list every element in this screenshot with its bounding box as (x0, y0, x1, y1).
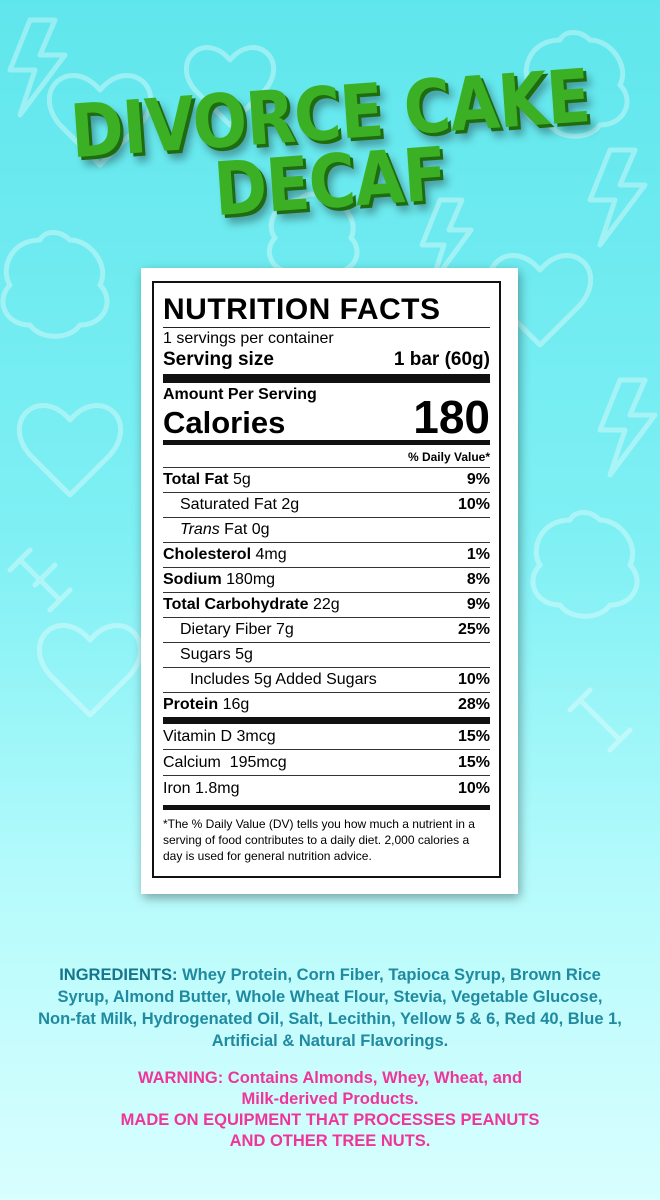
daily-value-header: % Daily Value* (407, 450, 490, 464)
servings-per-container: 1 servings per container (163, 330, 334, 347)
lightning-icon (7, 17, 68, 118)
heart-icon (36, 623, 144, 718)
vitamin-row-vitamin-d: Vitamin D 3mcg 15% (163, 727, 490, 745)
nutrient-row-saturated-fat: Saturated Fat 2g 10% (163, 492, 490, 517)
thick-divider-vitamins (163, 717, 490, 724)
calories-value: 180 (413, 391, 490, 443)
nutrition-label-frame: NUTRITION FACTS 1 servings per container… (152, 281, 501, 878)
nutrient-row-sugars: Sugars 5g (163, 642, 490, 667)
nutrient-row-total-fat: Total Fat 5g 9% (163, 467, 490, 492)
heart-icon (16, 403, 124, 498)
warning-line2: Milk-derived Products. (241, 1090, 419, 1108)
nutrient-row-cholesterol: Cholesterol 4mg 1% (163, 542, 490, 567)
thick-divider (163, 374, 490, 383)
warning-line3: MADE ON EQUIPMENT THAT PROCESSES PEANUTS (120, 1111, 540, 1129)
brain-icon (0, 230, 110, 339)
serving-size-label: Serving size (163, 349, 274, 370)
ingredients-list: Whey Protein, Corn Fiber, Tapioca Syrup,… (38, 966, 622, 1050)
nutrient-row-protein: Protein 16g 28% (163, 692, 490, 717)
daily-value-footnote: *The % Daily Value (DV) tells you how mu… (163, 817, 475, 863)
calories-label: Calories (163, 405, 286, 440)
serving-size-value: 1 bar (60g) (393, 349, 490, 370)
amount-per-serving: Amount Per Serving (163, 386, 317, 403)
nutrient-row-total-carbohydrate: Total Carbohydrate 22g 9% (163, 592, 490, 617)
vitamin-row-iron: Iron 1.8mg 10% (163, 775, 490, 801)
background-pattern (0, 0, 660, 900)
nutrient-row-trans-fat: Trans Fat 0g (163, 517, 490, 542)
ingredients-lead: INGREDIENTS: (59, 966, 178, 984)
brain-icon (520, 30, 630, 139)
nutrient-row-added-sugars: Includes 5g Added Sugars 10% (163, 667, 490, 692)
nutrient-row-dietary-fiber: Dietary Fiber 7g 25% (163, 617, 490, 642)
heart-icon (486, 253, 594, 348)
ingredients-text: INGREDIENTS: Whey Protein, Corn Fiber, T… (38, 964, 622, 1052)
nutrition-facts-heading: NUTRITION FACTS (163, 293, 441, 326)
footnote-divider (163, 805, 490, 810)
nutrition-label: NUTRITION FACTS 1 servings per container… (141, 268, 518, 894)
lightning-icon (419, 197, 474, 288)
warning-line1: WARNING: Contains Almonds, Whey, Wheat, … (137, 1069, 523, 1087)
allergen-warning: WARNING: Contains Almonds, Whey, Wheat, … (60, 1068, 600, 1152)
vitamin-row-calcium: Calcium 195mcg 15% (163, 749, 490, 775)
medium-divider (163, 440, 490, 445)
lightning-icon (597, 377, 658, 478)
nutrient-row-sodium: Sodium 180mg 8% (163, 567, 490, 592)
dumbbell-icon (567, 687, 633, 753)
brain-icon (530, 510, 640, 619)
warning-line4: AND OTHER TREE NUTS. (229, 1132, 431, 1150)
heart-icon (46, 73, 154, 168)
dumbbell-icon (7, 547, 73, 613)
heart-icon (183, 45, 277, 128)
lightning-icon (587, 147, 648, 248)
